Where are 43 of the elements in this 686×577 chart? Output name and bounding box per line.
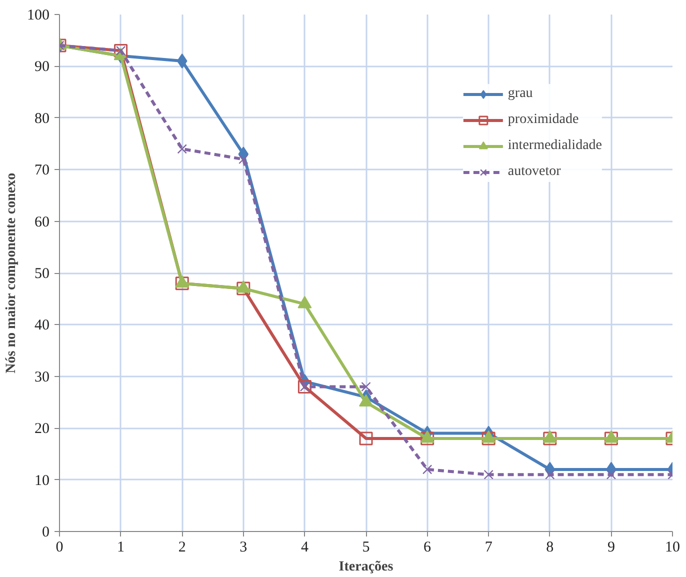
y-tick-label: 90 — [34, 59, 50, 76]
y-tick-label: 70 — [34, 162, 50, 179]
x-tick-label: 4 — [300, 540, 309, 556]
point — [361, 382, 371, 392]
y-tick-label: 50 — [34, 266, 50, 282]
y-tick-label: 100 — [27, 8, 50, 24]
point — [359, 432, 373, 446]
x-tick-label: 8 — [546, 540, 554, 556]
y-tick-label: 10 — [34, 472, 50, 489]
point — [482, 432, 496, 446]
legend-label: proximidade — [508, 112, 579, 128]
point — [238, 154, 248, 164]
x-tick-label: 5 — [362, 540, 370, 556]
y-tick-label: 0 — [42, 524, 50, 540]
x-tick-label: 10 — [665, 540, 680, 556]
point — [420, 432, 434, 446]
x-tick-label: 3 — [240, 540, 248, 556]
point — [175, 276, 189, 290]
y-tick-label: 20 — [34, 421, 50, 438]
point — [484, 470, 494, 480]
y-axis-title: Nós no maior componente conexo — [4, 172, 19, 374]
point — [543, 432, 557, 446]
x-axis-title: Iterações — [338, 560, 394, 574]
point — [236, 282, 250, 296]
legend-label: grau — [508, 86, 533, 102]
y-tick-label: 80 — [34, 110, 50, 127]
legend-label: autovetor — [508, 164, 561, 180]
point — [422, 464, 432, 474]
point — [606, 470, 616, 480]
x-tick-label: 1 — [117, 540, 125, 556]
y-tick-label: 30 — [34, 369, 50, 386]
point — [177, 144, 187, 154]
y-tick-label: 60 — [34, 214, 50, 230]
x-tick-label: 0 — [56, 540, 64, 556]
legend-label: intermedialidade — [508, 138, 602, 154]
x-tick-label: 7 — [484, 540, 493, 556]
point — [604, 432, 618, 446]
point — [545, 470, 555, 480]
x-tick-label: 9 — [607, 540, 615, 556]
y-tick-label: 40 — [34, 318, 50, 334]
point — [176, 54, 188, 69]
x-tick-label: 6 — [424, 540, 432, 556]
x-tick-label: 2 — [178, 540, 186, 556]
